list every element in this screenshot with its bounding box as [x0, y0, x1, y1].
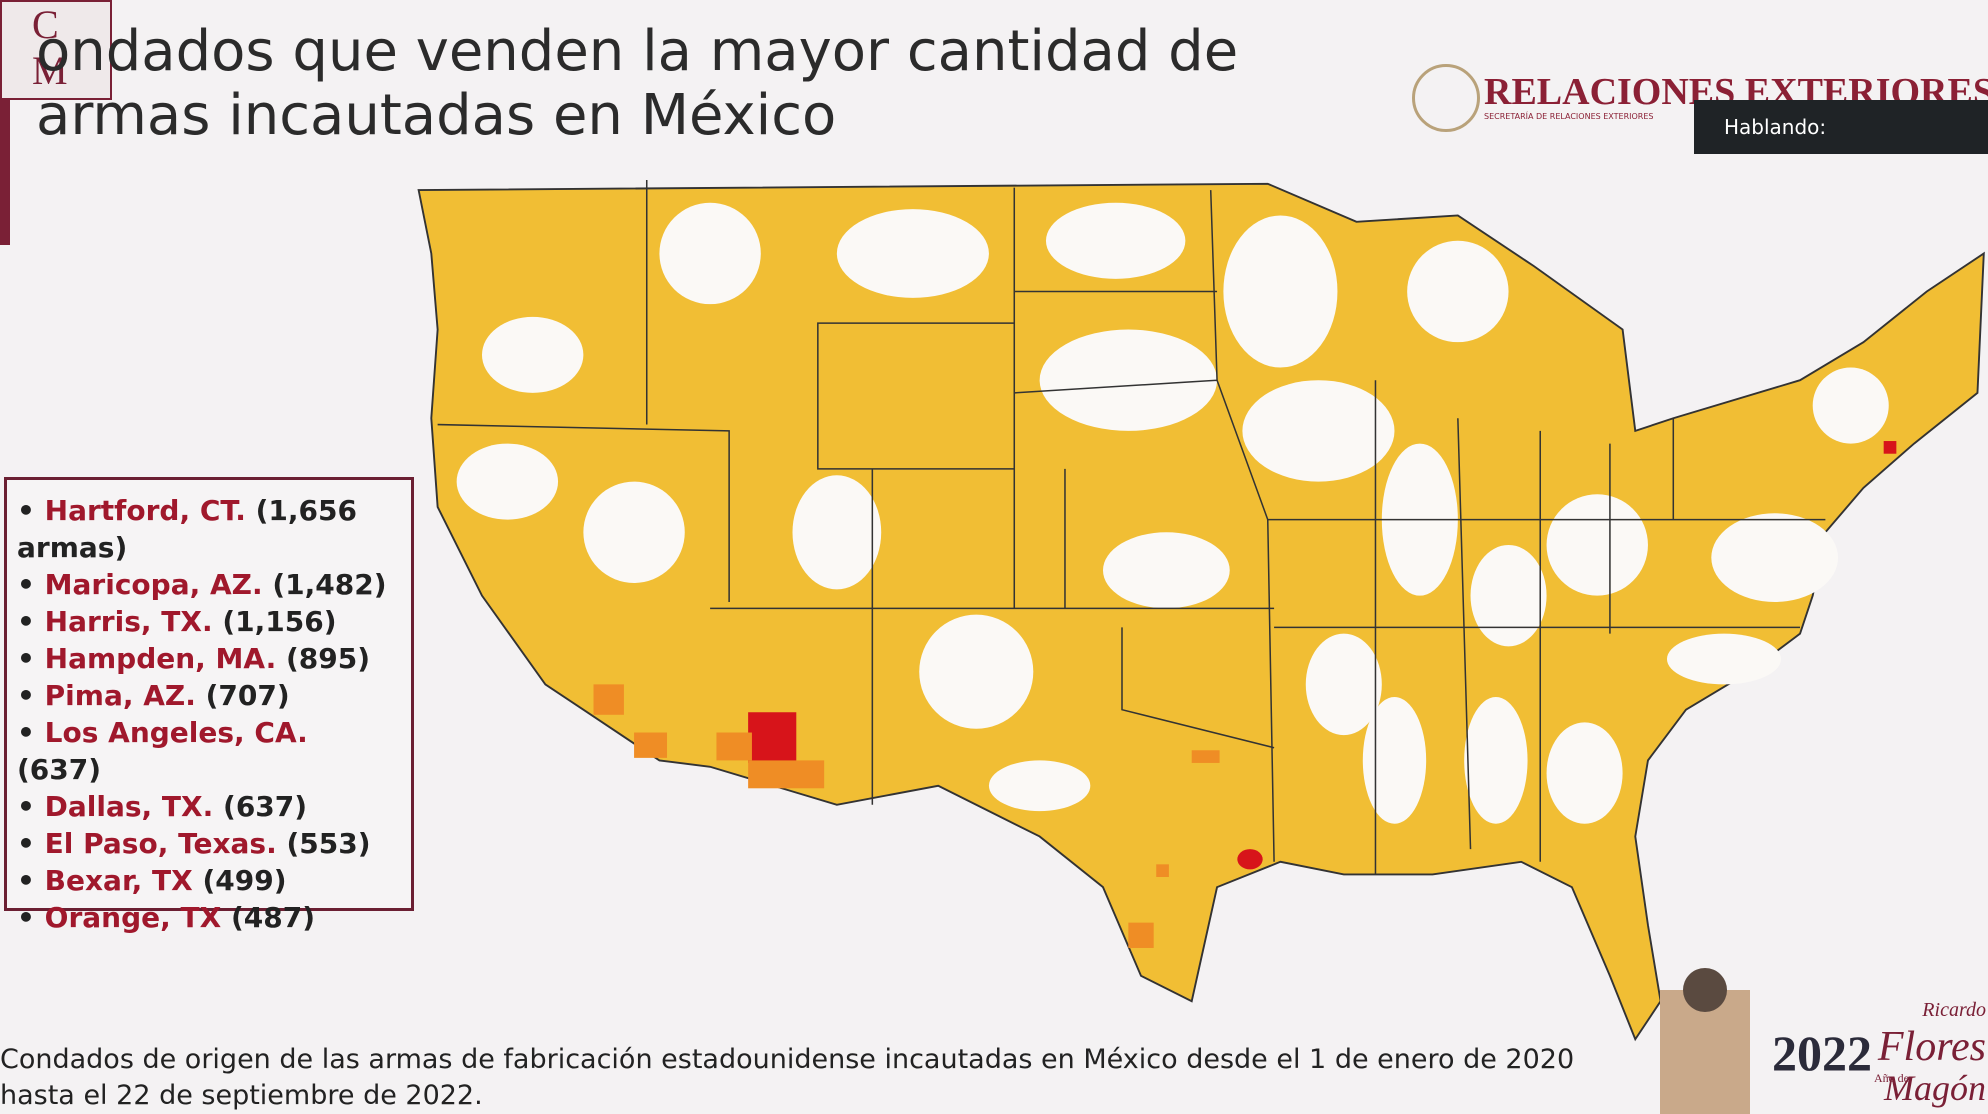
- no-data-areas: [456, 202, 1889, 824]
- footnote-line: hasta el 22 de septiembre de 2022.: [0, 1080, 483, 1111]
- county-name: Pima, AZ.: [44, 679, 196, 712]
- footnote: Condados de origen de las armas de fabri…: [0, 1042, 1574, 1114]
- portrait-head: [1683, 968, 1727, 1012]
- county-name: Maricopa, AZ.: [44, 568, 263, 601]
- county-count: (637): [17, 753, 102, 786]
- county-count: (707): [205, 679, 290, 712]
- anniversary-badge: 2022 Año de Ricardo Flores Magón: [1660, 968, 1986, 1114]
- list-item: • Pima, AZ. (707): [17, 679, 290, 712]
- agency-sub: SECRETARÍA DE RELACIONES EXTERIORES: [1484, 112, 1654, 121]
- list-item: • Los Angeles, CA. (637): [17, 716, 308, 786]
- county-count: (1,656 armas): [17, 494, 357, 564]
- county-count: (487): [230, 901, 315, 934]
- badge-name: Ricardo: [1921, 999, 1986, 1021]
- hotspots: [593, 441, 1897, 948]
- badge-name: Magón: [1883, 1068, 1986, 1108]
- list-item: • Hartford, CT. (1,656 armas): [17, 494, 357, 564]
- county-count: (499): [202, 864, 287, 897]
- county-name: Bexar, TX: [44, 864, 193, 897]
- list-item: • Orange, TX (487): [17, 901, 315, 934]
- us-outline: [417, 182, 1985, 1042]
- county-count: (553): [286, 827, 371, 860]
- county-count: (637): [223, 790, 308, 823]
- title-line: ondados que venden la mayor cantidad de: [36, 19, 1239, 84]
- seal: [1412, 64, 1480, 132]
- speaking-overlay: Hablando:: [1694, 100, 1988, 154]
- list-item: • El Paso, Texas. (553): [17, 827, 371, 860]
- badge-caption: Año de: [1874, 1071, 1909, 1085]
- county-name: Hartford, CT.: [44, 494, 246, 527]
- county-count: (895): [286, 642, 371, 675]
- logo-letter: C: [32, 2, 59, 47]
- list-item: • Maricopa, AZ. (1,482): [17, 568, 387, 601]
- county-list: • Hartford, CT. (1,656 armas) • Maricopa,…: [4, 477, 414, 934]
- county-name: Harris, TX.: [44, 605, 213, 638]
- footnote-line: Condados de origen de las armas de fabri…: [0, 1044, 1575, 1075]
- list-item: • Harris, TX. (1,156): [17, 605, 337, 638]
- logo-letter: M: [32, 48, 68, 93]
- list-item: • Hampden, MA. (895): [17, 642, 371, 675]
- county-name: Orange, TX: [44, 901, 222, 934]
- county-name: Hampden, MA.: [44, 642, 277, 675]
- county-name: Dallas, TX.: [44, 790, 214, 823]
- accent-bar: [0, 100, 10, 245]
- state-lines: [437, 179, 1826, 875]
- badge-name: Flores: [1877, 1024, 1986, 1070]
- county-name: Los Angeles, CA.: [44, 716, 308, 749]
- county-count: (1,482): [272, 568, 387, 601]
- county-count: (1,156): [222, 605, 337, 638]
- title: ondados que venden la mayor cantidad de a…: [36, 20, 1238, 148]
- title-line: armas incautadas en México: [36, 83, 837, 148]
- county-name: El Paso, Texas.: [44, 827, 277, 860]
- badge-year: 2022: [1772, 1025, 1872, 1081]
- list-item: • Bexar, TX (499): [17, 864, 287, 897]
- list-item: • Dallas, TX. (637): [17, 790, 308, 823]
